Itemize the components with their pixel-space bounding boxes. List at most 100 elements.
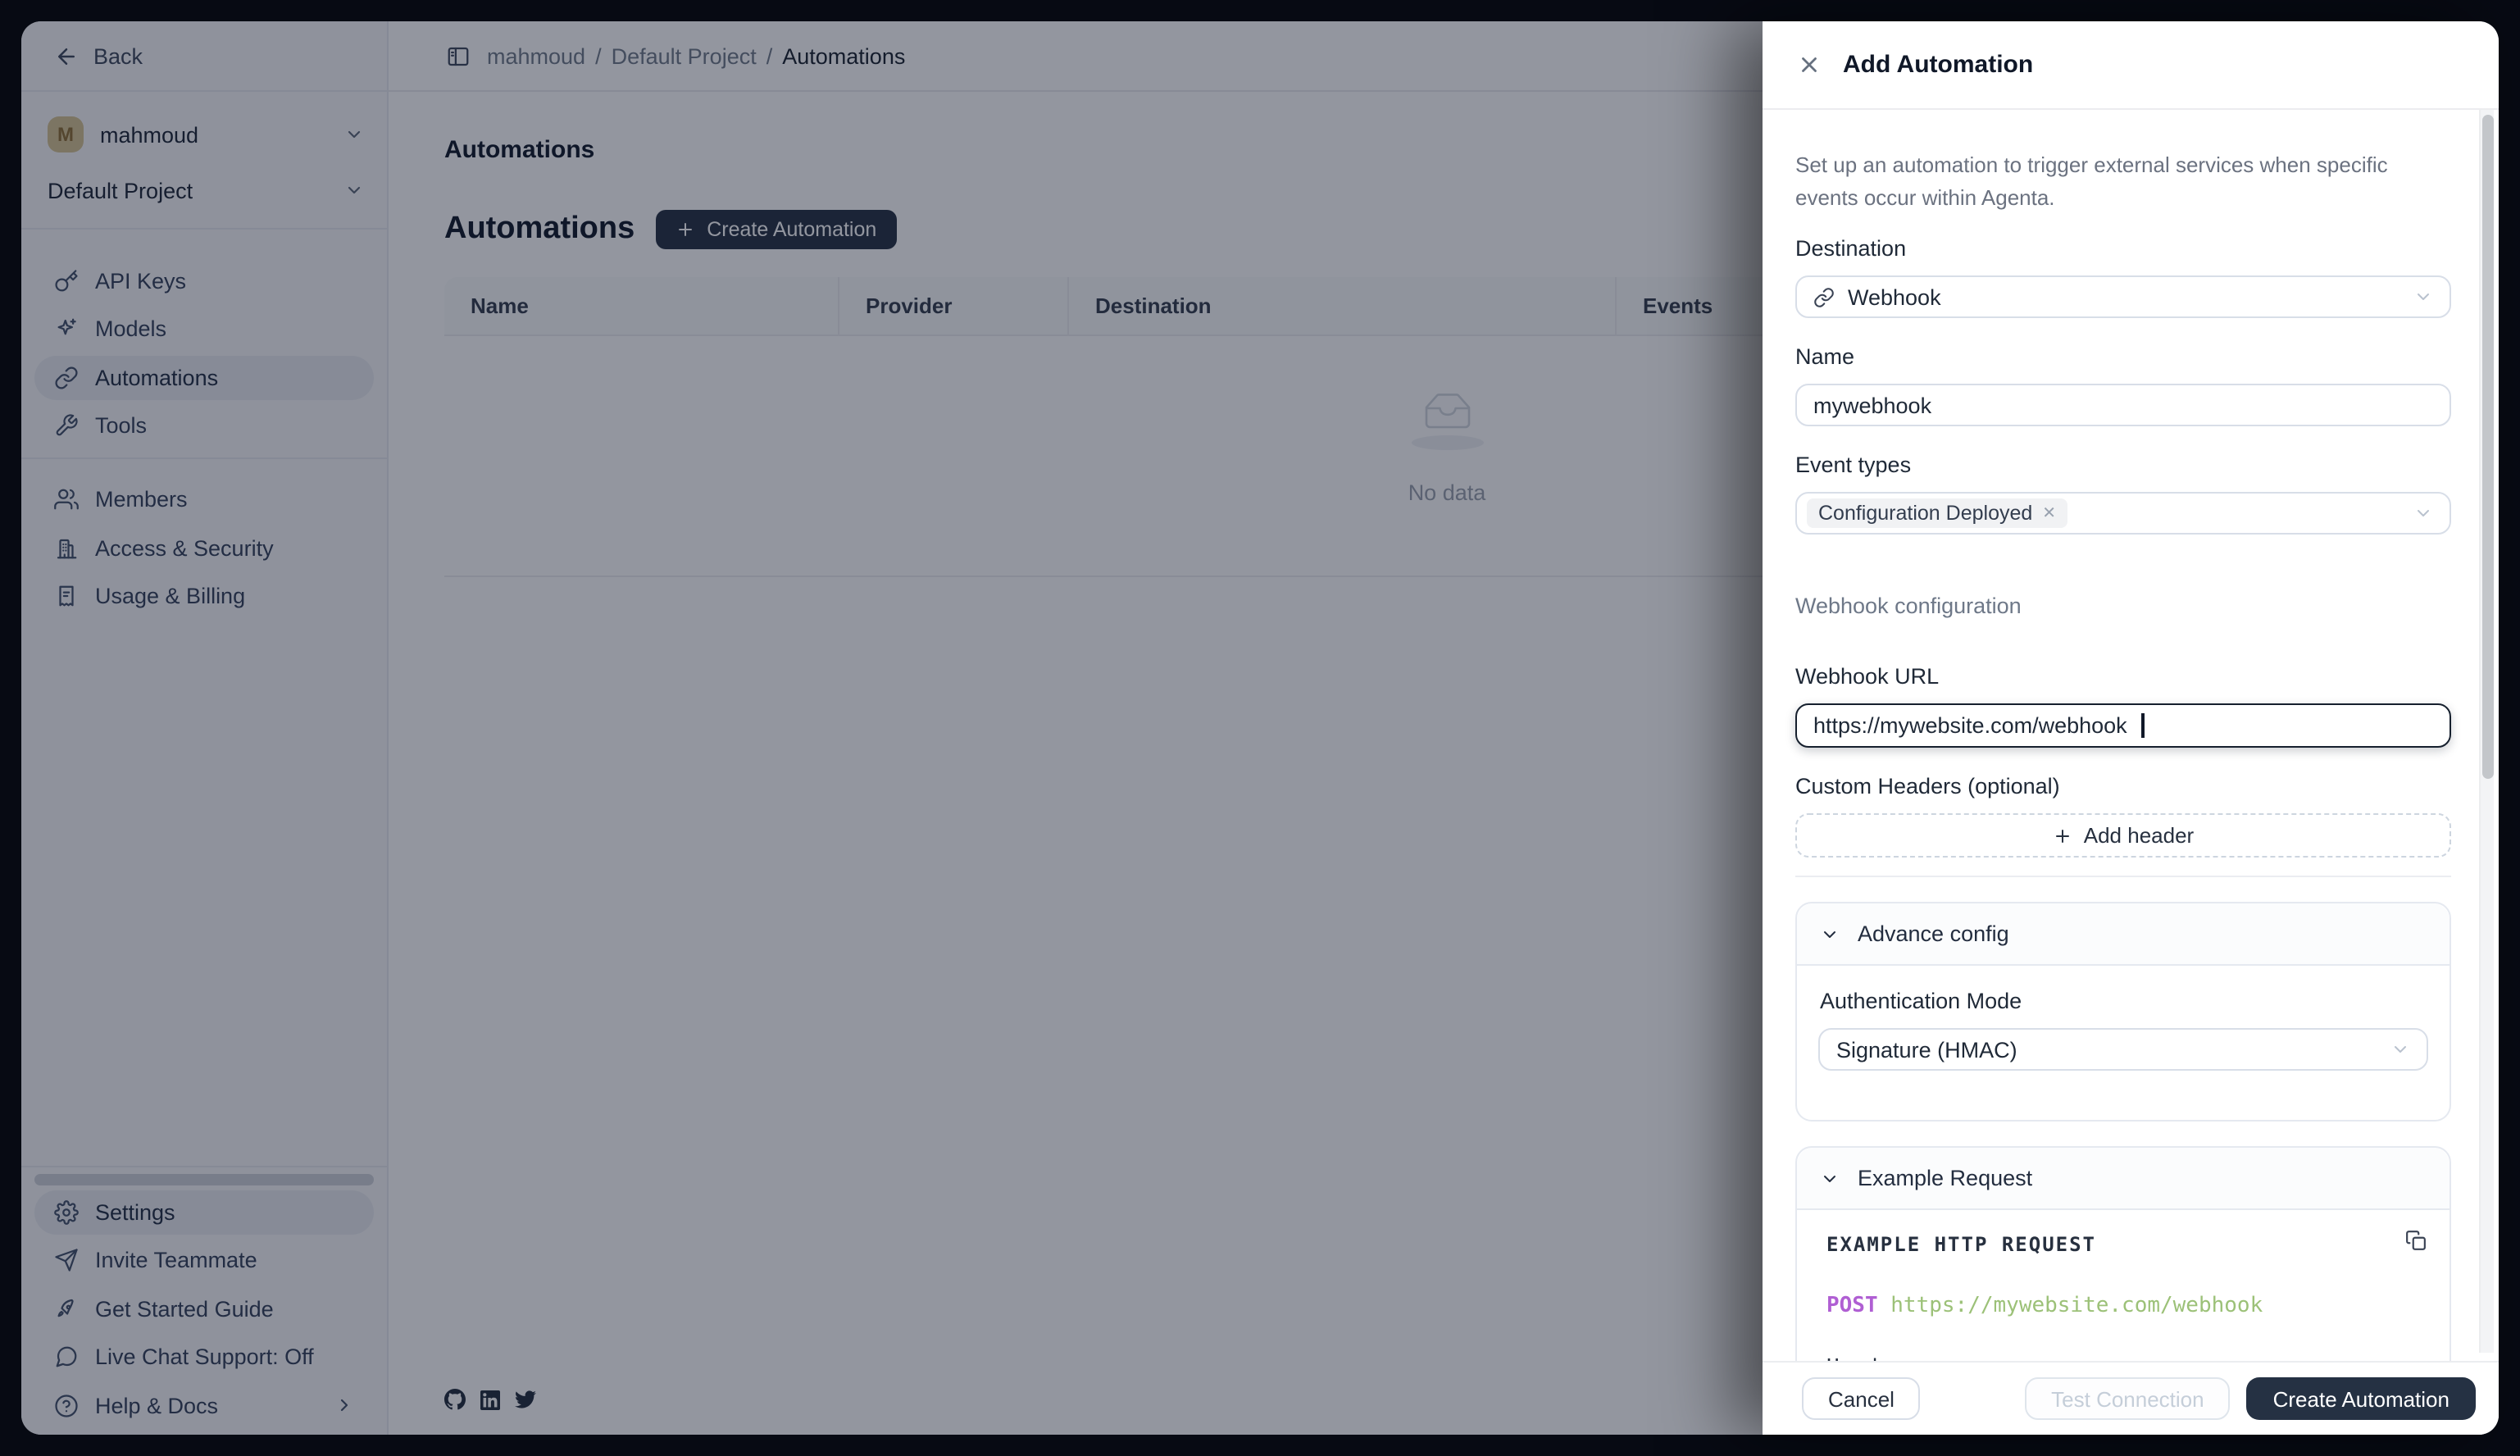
divider [21, 228, 387, 230]
empty-state: No data [444, 389, 2449, 505]
twitter-icon[interactable] [515, 1389, 536, 1410]
breadcrumb-separator: / [595, 43, 602, 68]
gear-icon [54, 1199, 79, 1224]
sidebar-item-access-security[interactable]: Access & Security [34, 526, 374, 570]
event-types-select[interactable]: Configuration Deployed ✕ [1795, 492, 2451, 535]
event-type-tag: Configuration Deployed ✕ [1807, 498, 2068, 528]
chevron-right-icon [340, 1399, 348, 1412]
name-label: Name [1795, 344, 1855, 369]
add-automation-drawer: Add Automation Set up an automation to t… [1763, 21, 2499, 1435]
auth-mode-label: Authentication Mode [1820, 989, 2022, 1013]
sidebar-item-settings[interactable]: Settings [34, 1190, 374, 1234]
sidebar-item-members[interactable]: Members [34, 477, 374, 521]
sidebar-toggle-icon[interactable] [446, 43, 471, 68]
sidebar-item-label: Models [95, 316, 167, 341]
code-heading: EXAMPLE HTTP REQUEST [1826, 1233, 2096, 1256]
chevron-down-icon [1824, 1175, 1835, 1181]
no-data-text: No data [1408, 480, 1486, 505]
project-name: Default Project [48, 178, 193, 202]
sidebar-item-live-chat-support[interactable]: Live Chat Support: Off [34, 1335, 374, 1379]
close-icon[interactable] [1795, 52, 1822, 78]
drawer-description: Set up an automation to trigger external… [1795, 152, 2388, 209]
event-types-label: Event types [1795, 453, 1912, 477]
sidebar-item-label: Invite Teammate [95, 1248, 257, 1272]
column-header-name[interactable]: Name [444, 277, 839, 334]
sidebar-item-models[interactable]: Models [34, 307, 374, 351]
example-request-panel: Example Request EXAMPLE HTTP REQUEST POS… [1795, 1146, 2451, 1361]
remove-tag-icon[interactable]: ✕ [2042, 504, 2057, 522]
sidebar-item-label: Live Chat Support: Off [95, 1345, 314, 1369]
workspace-selector[interactable]: M mahmoud [48, 110, 364, 159]
project-selector[interactable]: Default Project [48, 169, 364, 212]
create-automation-label: Create Automation [707, 218, 877, 241]
advance-config-body: Authentication Mode Signature (HMAC) [1797, 966, 2449, 1120]
linkedin-icon[interactable] [480, 1390, 500, 1409]
page-title: Automations [444, 136, 595, 164]
back-label: Back [93, 43, 143, 68]
content-header: mahmoud / Default Project / Automations [389, 21, 2499, 92]
auth-mode-value: Signature (HMAC) [1836, 1037, 2017, 1062]
chevron-down-icon [348, 186, 361, 194]
arrow-left-icon [58, 48, 75, 64]
webhook-url-label: Webhook URL [1795, 664, 1940, 689]
drawer-header: Add Automation [1763, 21, 2499, 110]
name-input[interactable]: mywebhook [1795, 384, 2451, 426]
sidebar-item-label: Help & Docs [95, 1393, 219, 1417]
divider [1795, 876, 2451, 877]
test-connection-button[interactable]: Test Connection [2025, 1377, 2231, 1420]
example-request-header[interactable]: Example Request [1797, 1148, 2449, 1210]
copy-icon[interactable] [2405, 1230, 2427, 1256]
webhook-config-section-label: Webhook configuration [1795, 594, 2022, 618]
sidebar-item-label: Tools [95, 413, 148, 438]
sidebar-item-get-started-guide[interactable]: Get Started Guide [34, 1286, 374, 1331]
github-icon[interactable] [444, 1389, 466, 1410]
request-url: https://mywebsite.com/webhook [1890, 1294, 2263, 1318]
key-icon [55, 269, 78, 291]
back-button[interactable]: Back [21, 21, 387, 92]
example-request-title: Example Request [1858, 1166, 2033, 1190]
sidebar-item-label: Access & Security [95, 535, 274, 560]
column-header-provider[interactable]: Provider [839, 277, 1069, 334]
breadcrumb-project[interactable]: Default Project [611, 43, 757, 68]
cancel-button[interactable]: Cancel [1802, 1377, 1921, 1420]
text-caret [2141, 713, 2145, 738]
destination-value: Webhook [1848, 284, 1941, 309]
section-title: Automations [444, 212, 635, 246]
destination-select[interactable]: Webhook [1795, 275, 2451, 318]
add-header-button[interactable]: Add header [1795, 813, 2451, 858]
wrench-icon [56, 414, 78, 436]
column-header-destination[interactable]: Destination [1069, 277, 1617, 334]
sidebar-item-label: Get Started Guide [95, 1296, 274, 1321]
breadcrumb: mahmoud / Default Project / Automations [487, 43, 905, 68]
rocket-icon [57, 1298, 74, 1317]
breadcrumb-current: Automations [782, 43, 906, 68]
sidebar-nav-secondary: Members Access & Security Usage & Billin… [21, 457, 387, 637]
drawer-scrollbar[interactable] [2479, 110, 2494, 1353]
drawer-footer: Cancel Test Connection Create Automation [1763, 1361, 2499, 1435]
horizontal-scrollbar[interactable] [34, 1173, 374, 1185]
sidebar-item-api-keys[interactable]: API Keys [34, 258, 374, 303]
name-value: mywebhook [1813, 393, 1932, 417]
advance-config-header[interactable]: Advance config [1797, 903, 2449, 966]
sidebar-item-help-docs[interactable]: Help & Docs [34, 1383, 374, 1427]
social-links [444, 1389, 536, 1410]
create-automation-button[interactable]: Create Automation [656, 210, 897, 249]
sidebar-item-label: Usage & Billing [95, 584, 246, 608]
scrollbar-thumb[interactable] [2482, 115, 2494, 779]
column-header-events[interactable]: Events [1643, 293, 1713, 318]
sidebar-item-label: Settings [95, 1199, 175, 1224]
plus-icon [2055, 829, 2069, 842]
chevron-down-icon [2418, 293, 2429, 300]
create-automation-submit-button[interactable]: Create Automation [2246, 1377, 2476, 1420]
chat-bubble-icon [56, 1346, 77, 1367]
sidebar-item-tools[interactable]: Tools [34, 403, 374, 448]
clipped-code-line: Headers: [1826, 1356, 2420, 1361]
empty-inbox-icon [1411, 394, 1483, 450]
sidebar-item-automations[interactable]: Automations [34, 355, 374, 399]
webhook-url-input[interactable]: https://mywebsite.com/webhook [1795, 703, 2451, 748]
sidebar-item-invite-teammate[interactable]: Invite Teammate [34, 1238, 374, 1282]
sidebar-item-usage-billing[interactable]: Usage & Billing [34, 574, 374, 618]
breadcrumb-workspace[interactable]: mahmoud [487, 43, 586, 68]
sparkles-icon [57, 318, 76, 335]
auth-mode-select[interactable]: Signature (HMAC) [1818, 1028, 2428, 1071]
